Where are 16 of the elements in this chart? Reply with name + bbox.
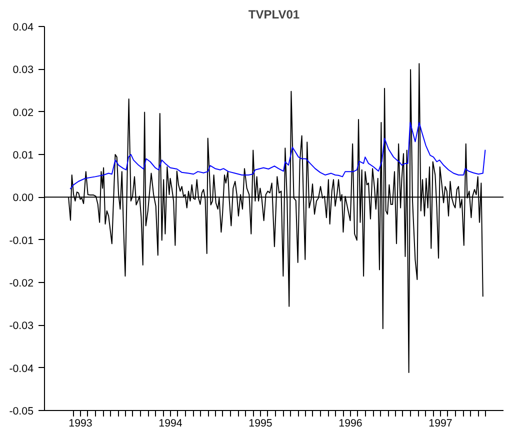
y-tick-label: -0.02 (9, 278, 34, 290)
x-tick-label: 1993 (68, 418, 92, 430)
y-tick-label: -0.04 (9, 362, 34, 375)
x-tick-label: 1994 (158, 418, 182, 430)
y-tick-label: 0.02 (12, 106, 34, 119)
y-tick-label: -0.03 (9, 320, 34, 332)
x-tick-label: 1995 (248, 418, 272, 430)
y-tick-label: -0.01 (9, 234, 34, 247)
y-tick-label: 0.01 (12, 150, 34, 162)
x-tick-label: 1997 (428, 418, 452, 430)
y-tick-label: 0.04 (12, 22, 34, 34)
y-tick-label: 0.03 (12, 64, 34, 76)
x-tick-label: 1996 (338, 418, 362, 430)
y-tick-label: 0.00 (12, 192, 34, 204)
y-tick-label: -0.05 (9, 406, 34, 418)
chart-title: TVPLV01 (248, 8, 300, 22)
